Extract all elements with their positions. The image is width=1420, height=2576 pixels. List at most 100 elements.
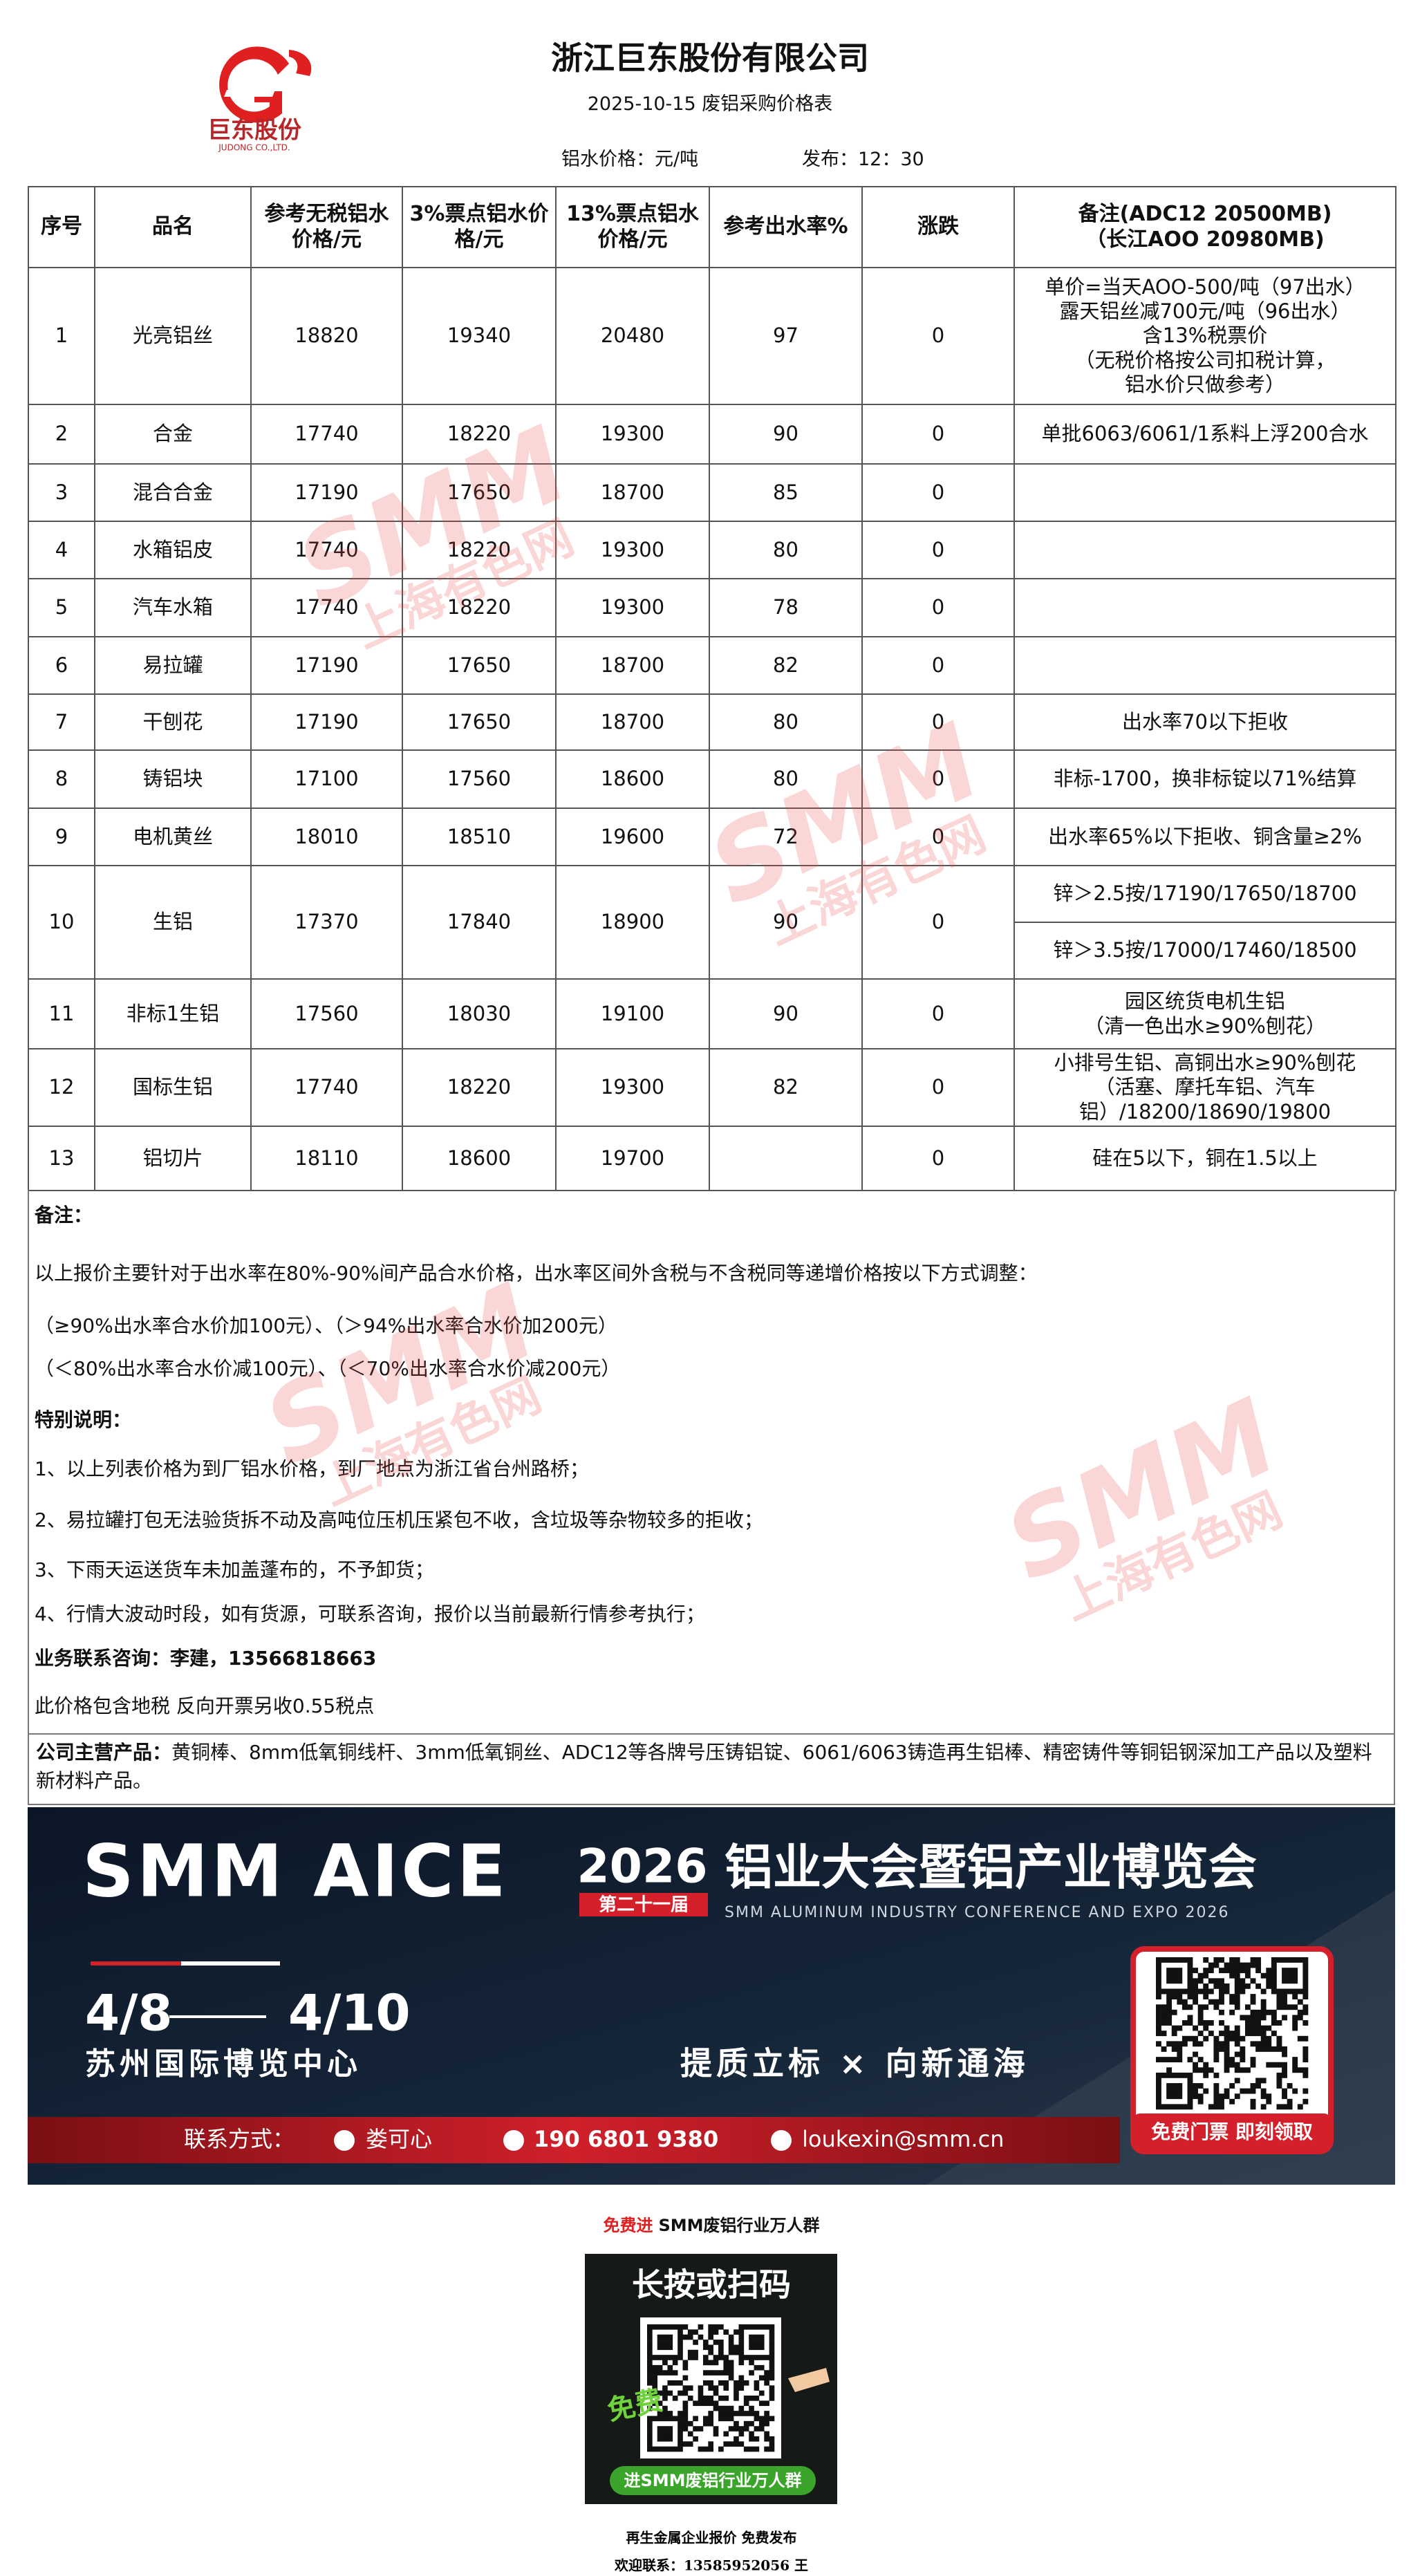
qr-module <box>1229 2098 1235 2104</box>
qr-module <box>693 2349 698 2355</box>
qr-module <box>1240 2067 1246 2073</box>
qr-module <box>1292 2020 1298 2026</box>
column-header: 参考出水率% <box>709 186 863 268</box>
cell-tax13: 18900 <box>555 865 710 980</box>
qr-module <box>764 2324 769 2330</box>
qr-module <box>1171 2083 1177 2089</box>
qr-module <box>754 2340 760 2345</box>
remark-line: （清一色出水≥90%刨花） <box>1084 1014 1326 1038</box>
remark-line: 非标-1700，换非标锭以71%结算 <box>1053 767 1357 791</box>
qr-module <box>647 2436 653 2442</box>
qr-module <box>1161 1988 1167 1995</box>
remark-line: 出水率65%以下拒收、铜含量≥2% <box>1048 824 1362 848</box>
qr-module <box>1213 2041 1220 2047</box>
qr-module <box>1302 1978 1309 1984</box>
qr-module <box>1287 2083 1293 2089</box>
qr-module <box>769 2324 775 2330</box>
qr-module <box>1166 2009 1173 2015</box>
qr-module <box>723 2364 729 2371</box>
qr-module <box>1234 2078 1240 2084</box>
qr-module <box>1302 1968 1309 1974</box>
qr-module <box>1193 2051 1198 2057</box>
qr-module <box>734 2349 739 2355</box>
qr-module <box>1244 1983 1251 1989</box>
qr-module <box>1276 2104 1282 2110</box>
qr-module <box>1302 2057 1309 2063</box>
qr-module <box>1197 2083 1204 2089</box>
qr-module <box>1213 2046 1220 2052</box>
qr-module <box>1276 2072 1282 2078</box>
qr-module <box>1156 2025 1161 2031</box>
cell-change: 0 <box>861 1126 1015 1191</box>
cell-change: 0 <box>861 404 1015 465</box>
qr-module <box>1255 1962 1262 1968</box>
cell-no: 1 <box>28 267 95 405</box>
remark <box>1013 636 1396 695</box>
qr-module <box>1229 2031 1235 2037</box>
banner-title: 铝业大会暨铝产业博览会 <box>725 1839 1257 1896</box>
qr-module <box>1260 2078 1267 2084</box>
qr-module <box>1260 2041 1267 2047</box>
cell-no: 7 <box>28 693 95 751</box>
price-unit: 铝水价格：元/吨 <box>561 149 699 170</box>
cell-yield: 90 <box>709 978 863 1049</box>
qr-module <box>734 2329 739 2335</box>
qr-module <box>1181 1999 1188 2005</box>
cell-no: 11 <box>28 978 95 1049</box>
cell-no: 2 <box>28 404 95 465</box>
qr-module <box>1240 1968 1246 1974</box>
qr-module <box>1177 2104 1183 2110</box>
qr-module <box>652 2385 658 2391</box>
note-line: 此价格包含地税 反向开票另收0.55税点 <box>35 1695 375 1717</box>
qr-module <box>1266 2035 1272 2042</box>
qr-module <box>1250 2009 1256 2015</box>
qr-module <box>662 2324 668 2330</box>
qr-module <box>1156 1994 1161 1999</box>
qr-module <box>1302 1994 1309 1999</box>
banner-english: SMM ALUMINUM INDUSTRY CONFERENCE AND EXP… <box>725 1904 1230 1921</box>
qr-module <box>1255 2015 1262 2021</box>
qr-module <box>1292 1957 1298 1963</box>
cell-untaxed: 17190 <box>250 463 403 522</box>
qr-module <box>1234 2031 1240 2037</box>
qr-module <box>758 2416 765 2422</box>
cell-name: 合金 <box>94 404 252 465</box>
qr-module <box>678 2340 683 2345</box>
remark: 单批6063/6061/1系料上浮200合水 <box>1013 404 1396 465</box>
qr-module <box>1187 1957 1193 1963</box>
qr-module <box>1171 1978 1177 1984</box>
qr-module <box>718 2380 724 2386</box>
cell-yield: 90 <box>709 865 863 980</box>
qr-module <box>657 2426 663 2432</box>
qr-module <box>708 2411 713 2416</box>
qr-module <box>728 2426 734 2432</box>
qr-module <box>1177 1957 1183 1963</box>
qr-module <box>1224 2031 1230 2037</box>
qr-module <box>1203 2088 1209 2094</box>
qr-module <box>1271 1983 1277 1989</box>
qr-module <box>1213 2072 1220 2078</box>
qr-module <box>667 2446 673 2452</box>
qr-module <box>1166 2067 1173 2073</box>
subtitle: 2025-10-15 废铝采购价格表 <box>587 93 833 115</box>
qr-module <box>1161 2015 1167 2021</box>
qr-module <box>1292 2067 1298 2073</box>
qr-module <box>1282 1999 1287 2005</box>
cell-tax13: 18600 <box>555 749 710 809</box>
qr-module <box>1171 2104 1177 2110</box>
qr-module <box>1208 1999 1214 2005</box>
qr-module <box>1177 1968 1183 1974</box>
qr-module <box>1234 2062 1240 2068</box>
qr-module <box>1208 1978 1214 1984</box>
remark-line: 单批6063/6061/1系料上浮200合水 <box>1041 422 1369 446</box>
qr-module <box>743 2396 749 2401</box>
banner[interactable]: SMM AICE 2026 第二十一届 铝业大会暨铝产业博览会 SMM ALUM… <box>28 1807 1395 2185</box>
qr-module <box>708 2329 713 2335</box>
qr-module <box>713 2324 719 2330</box>
qr-module <box>1234 2004 1240 2010</box>
price-table: 序号 品名 参考无税铝水价格/元 3%票点铝水价格/元 13%票点铝水价格/元 参考出水率… <box>28 186 1396 1191</box>
note-line: （＜80%出水率合水价减100元）、（＜70%出水率合水价减200元） <box>35 1357 621 1380</box>
qr-module <box>1187 2015 1193 2021</box>
qr-module <box>749 2324 754 2330</box>
qr-module <box>1287 1978 1293 1984</box>
